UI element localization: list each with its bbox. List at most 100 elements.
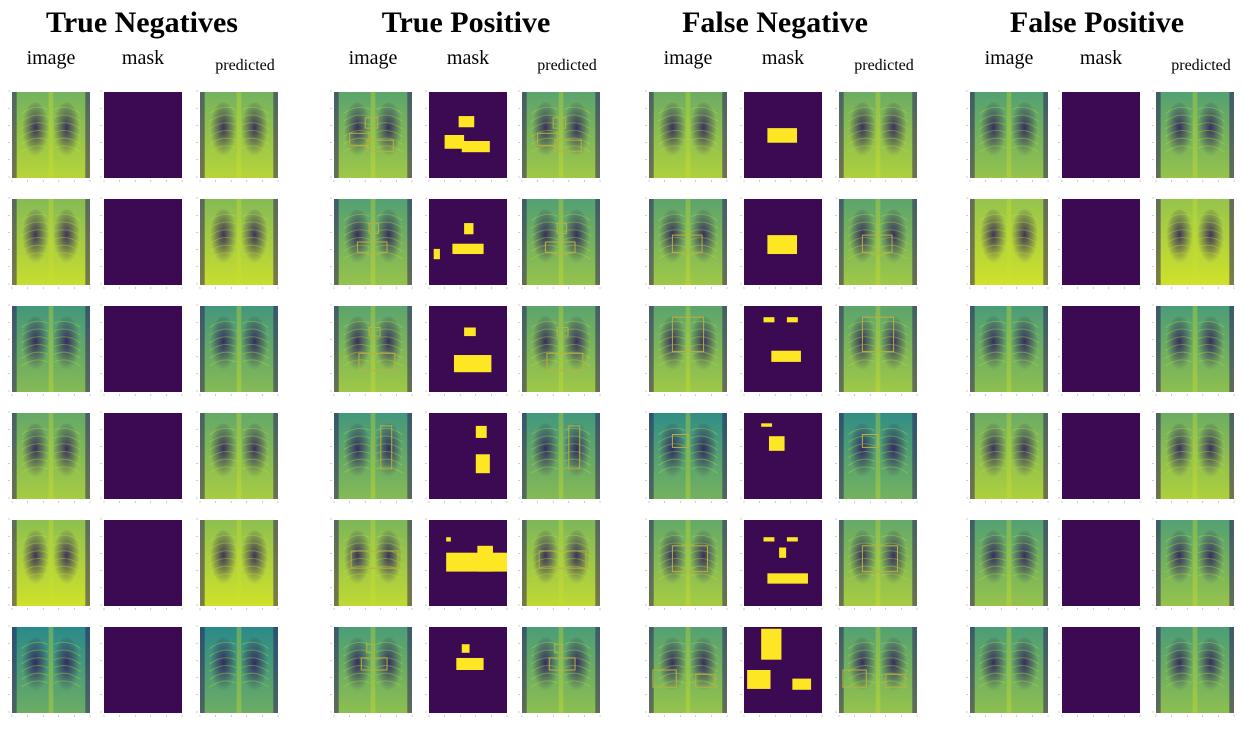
ground-truth-mask <box>425 409 511 503</box>
ground-truth-mask <box>100 195 186 289</box>
ground-truth-mask <box>740 195 826 289</box>
ground-truth-mask <box>1058 195 1144 289</box>
mask-region <box>767 235 798 255</box>
xray-image <box>966 195 1052 289</box>
group-title: False Negative <box>682 6 868 39</box>
ground-truth-mask <box>100 516 186 610</box>
column-label-mask: mask <box>761 47 805 69</box>
predicted-overlay <box>1152 516 1238 610</box>
xray-image <box>330 88 416 182</box>
ground-truth-mask <box>100 623 186 717</box>
mask-region <box>444 135 465 149</box>
mask-region <box>768 436 785 451</box>
ground-truth-mask <box>100 302 186 396</box>
ground-truth-mask <box>100 409 186 503</box>
xray-image <box>645 195 731 289</box>
predicted-overlay <box>518 195 604 289</box>
ground-truth-mask <box>740 409 826 503</box>
mask-region <box>464 223 474 235</box>
mask-region <box>767 128 798 143</box>
ground-truth-mask <box>740 623 826 717</box>
predicted-overlay <box>835 623 921 717</box>
predicted-overlay <box>518 409 604 503</box>
mask-region <box>461 644 470 653</box>
xray-image <box>8 623 94 717</box>
column-label-predicted: predicted <box>1171 57 1231 74</box>
mask-region <box>456 657 484 670</box>
group-title: True Positive <box>381 6 551 39</box>
mask-region <box>453 355 492 373</box>
xray-image <box>8 302 94 396</box>
predicted-overlay <box>518 623 604 717</box>
ground-truth-mask <box>425 516 511 610</box>
predicted-overlay <box>1152 409 1238 503</box>
column-label-image: image <box>663 47 713 69</box>
mask-region <box>461 141 490 153</box>
mask-region <box>446 537 451 542</box>
ground-truth-mask <box>425 88 511 182</box>
mask-region <box>747 670 771 689</box>
mask-region <box>446 552 507 572</box>
column-label-mask: mask <box>1079 47 1123 69</box>
column-label-image: image <box>348 47 398 69</box>
predicted-overlay <box>835 302 921 396</box>
predicted-overlay <box>196 516 282 610</box>
xray-image <box>645 88 731 182</box>
xray-image <box>966 409 1052 503</box>
column-label-predicted: predicted <box>215 57 275 74</box>
mask-region <box>792 678 812 690</box>
predicted-overlay <box>835 409 921 503</box>
column-label-image: image <box>984 47 1034 69</box>
xray-image <box>330 623 416 717</box>
predicted-overlay <box>1152 302 1238 396</box>
mask-region <box>771 350 801 362</box>
mask-region <box>761 628 782 660</box>
xray-image <box>645 409 731 503</box>
xray-image <box>8 195 94 289</box>
predicted-overlay <box>196 88 282 182</box>
xray-image <box>645 516 731 610</box>
xray-image <box>966 623 1052 717</box>
xray-image <box>8 516 94 610</box>
column-label-mask: mask <box>121 47 165 69</box>
mask-region <box>761 423 773 427</box>
mask-region <box>763 317 775 323</box>
column-label-predicted: predicted <box>854 57 914 74</box>
xray-image <box>330 195 416 289</box>
column-label-predicted: predicted <box>537 57 597 74</box>
ground-truth-mask <box>1058 409 1144 503</box>
column-label-mask: mask <box>446 47 490 69</box>
ground-truth-mask <box>425 623 511 717</box>
mask-region <box>779 547 787 558</box>
column-label-image: image <box>26 47 76 69</box>
xray-image <box>645 623 731 717</box>
ground-truth-mask <box>425 195 511 289</box>
ground-truth-mask <box>1058 302 1144 396</box>
mask-region <box>786 537 798 542</box>
predicted-overlay <box>518 302 604 396</box>
predicted-overlay <box>835 88 921 182</box>
mask-region <box>763 537 775 542</box>
predicted-overlay <box>835 195 921 289</box>
predicted-overlay <box>196 623 282 717</box>
xray-image <box>8 409 94 503</box>
predicted-overlay <box>518 88 604 182</box>
mask-region <box>477 545 493 572</box>
predicted-overlay <box>1152 88 1238 182</box>
predicted-overlay <box>1152 195 1238 289</box>
xray-image <box>8 88 94 182</box>
xray-image <box>330 302 416 396</box>
mask-region <box>458 116 475 128</box>
ground-truth-mask <box>740 516 826 610</box>
ground-truth-mask <box>740 302 826 396</box>
predicted-overlay <box>1152 623 1238 717</box>
mask-region <box>464 327 476 337</box>
ground-truth-mask <box>100 88 186 182</box>
ground-truth-mask <box>1058 623 1144 717</box>
xray-image <box>966 516 1052 610</box>
mask-region <box>475 425 487 438</box>
mask-region <box>786 317 798 323</box>
mask-region <box>475 454 490 474</box>
predicted-overlay <box>196 195 282 289</box>
predicted-overlay <box>196 409 282 503</box>
